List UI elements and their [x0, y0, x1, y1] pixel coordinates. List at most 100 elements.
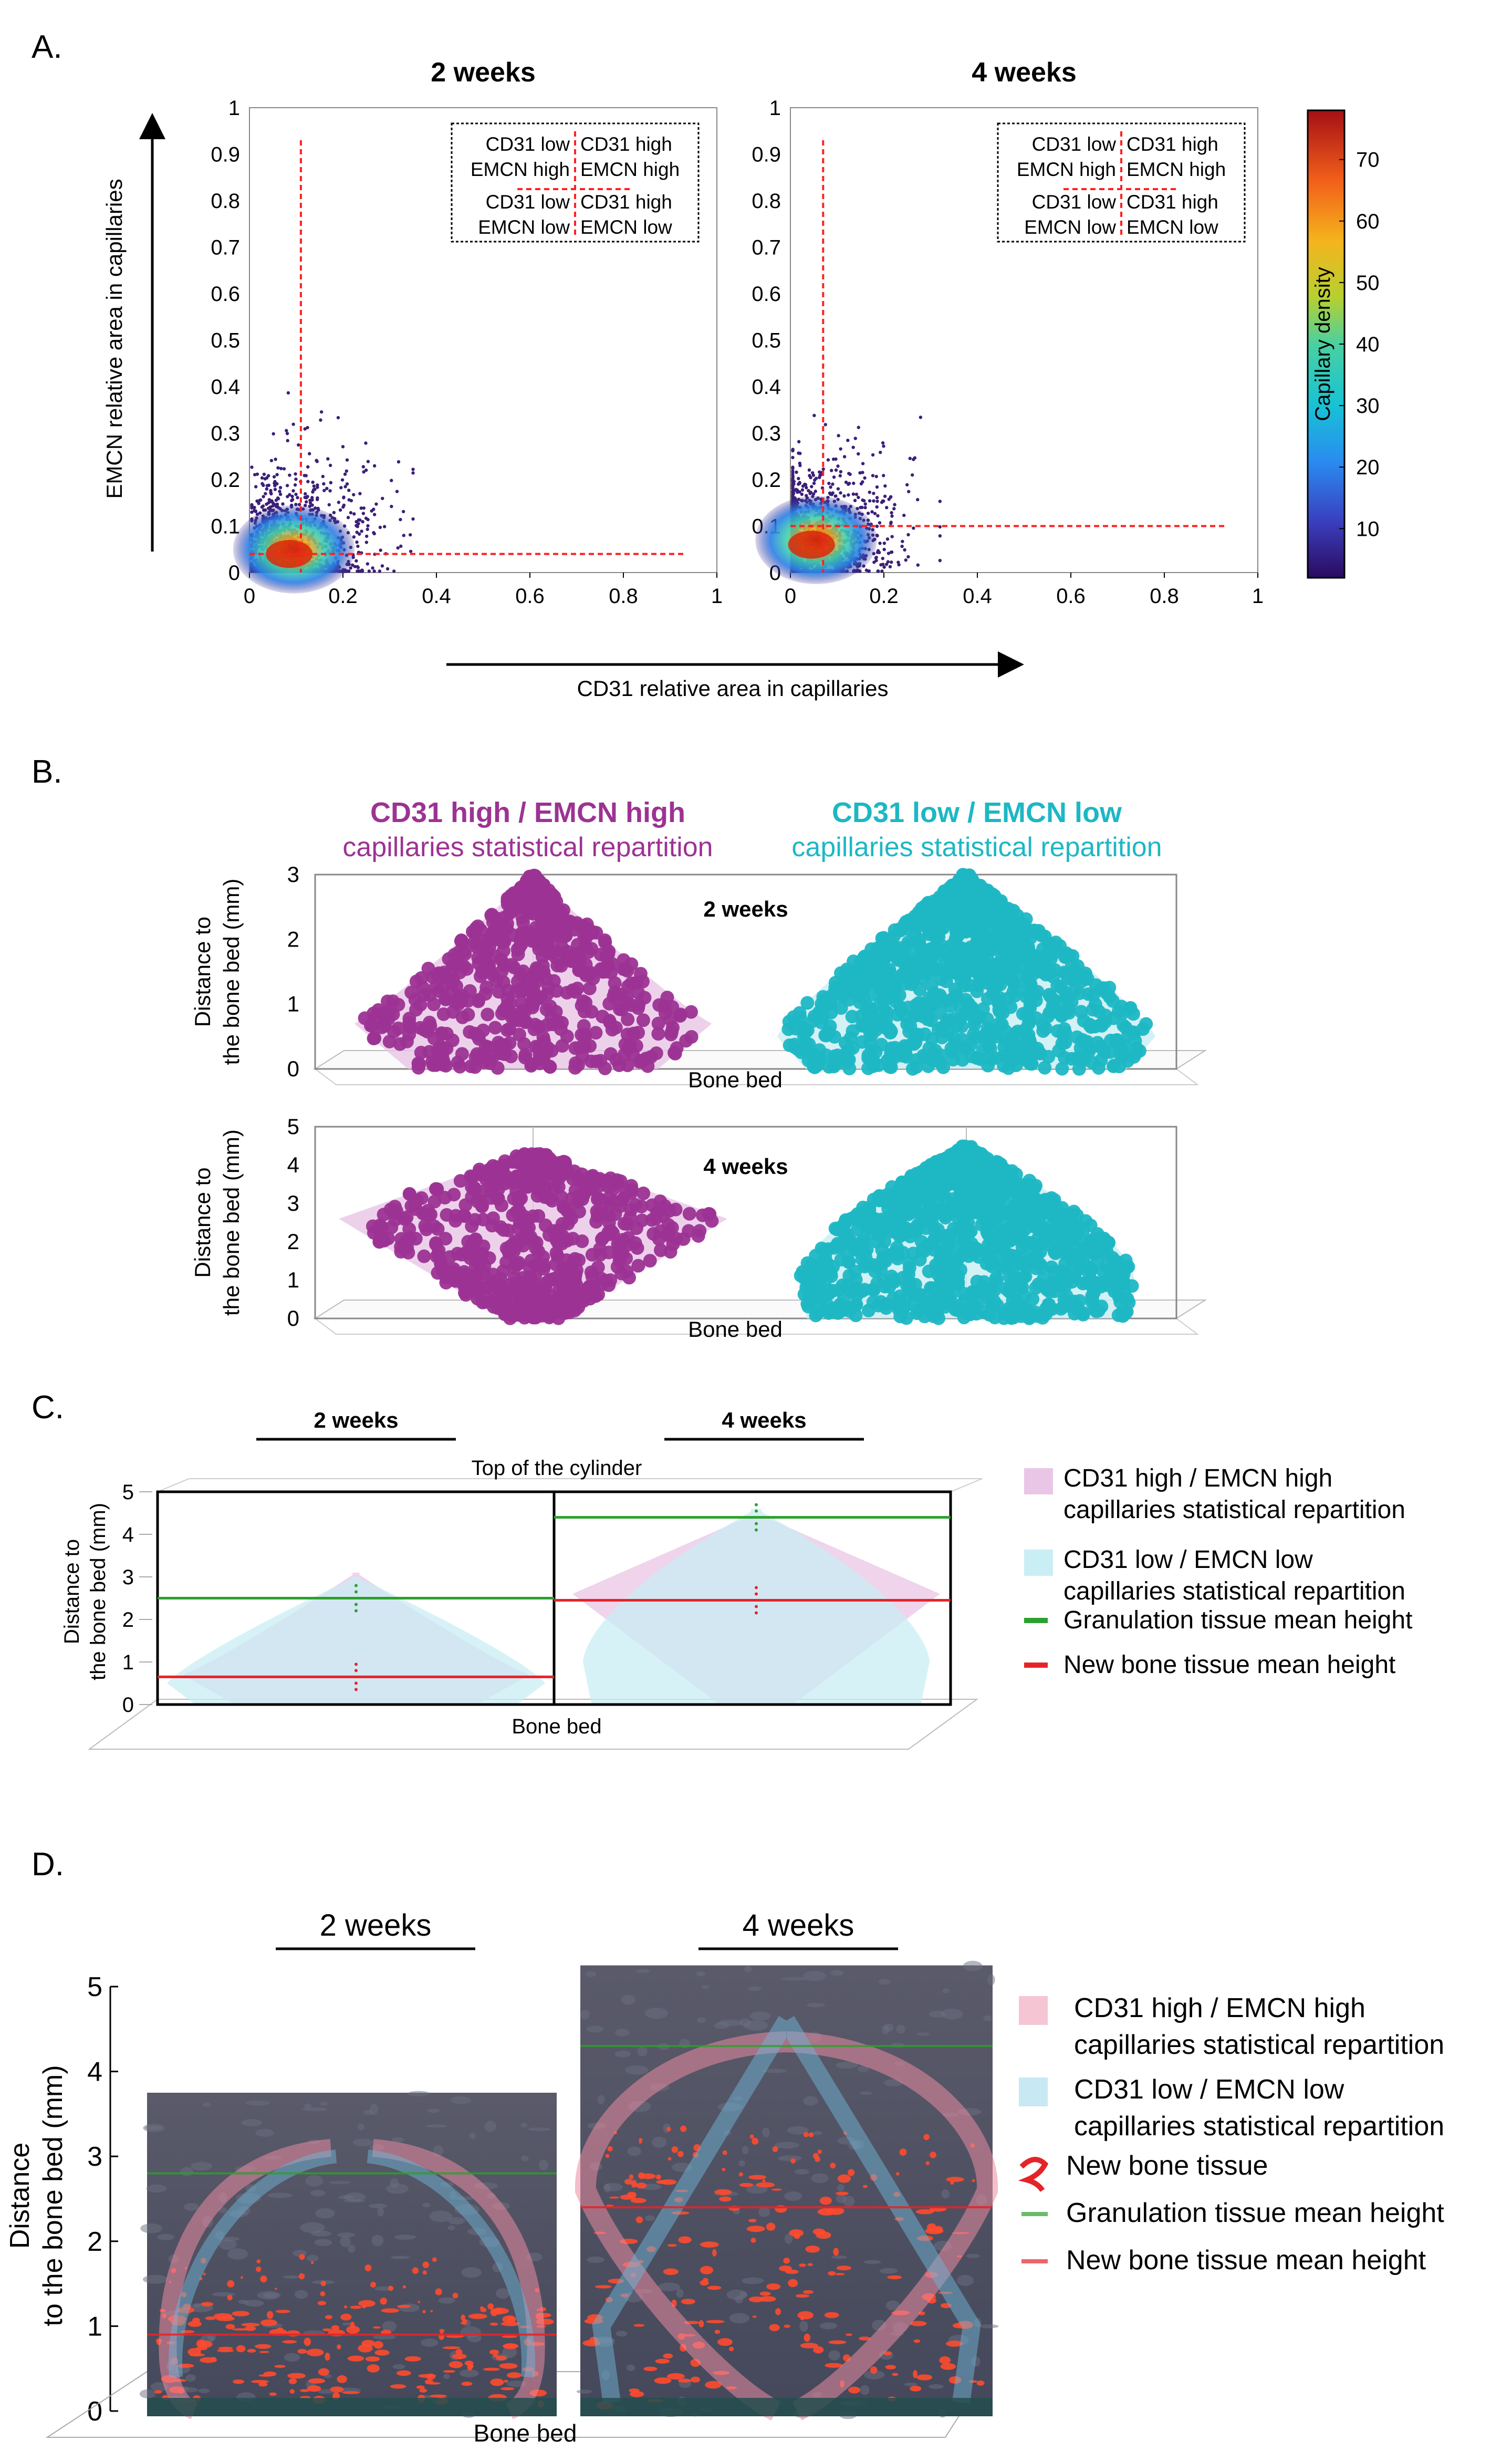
capillary-point [541, 939, 555, 953]
scatter-point [402, 510, 405, 513]
capillary-point [976, 901, 990, 915]
quadrant-legend-text: EMCN high [580, 159, 680, 180]
scatter-point [279, 493, 282, 496]
scatter-point [297, 443, 300, 446]
scatter-point [409, 533, 412, 536]
scatter-point [830, 493, 833, 496]
scatter-title: 4 weeks [972, 57, 1077, 88]
capillary-point [1139, 1017, 1153, 1031]
y-tick-label: 0.8 [211, 190, 240, 213]
scatter-point [791, 477, 794, 481]
scatter-point [341, 505, 345, 508]
capillary-point [992, 1003, 1006, 1016]
scatter-point [276, 466, 279, 469]
capillary-point [853, 961, 867, 974]
capillary-point [783, 1015, 796, 1028]
scatter-point [875, 496, 879, 499]
b-right-title-1: CD31 low / EMCN low [832, 797, 1122, 828]
capillary-point [846, 1010, 859, 1023]
scatter-point [919, 415, 922, 419]
capillary-point [513, 941, 526, 955]
scatter-point [798, 482, 801, 485]
scatter-point [287, 391, 290, 394]
capillary-point [965, 1050, 978, 1063]
capillary-point [968, 1018, 982, 1032]
capillary-point [829, 984, 842, 998]
scatter-point [842, 494, 846, 497]
scatter-point [878, 521, 881, 524]
capillary-point [596, 1010, 609, 1023]
scatter-point [290, 499, 293, 502]
scatter-point [286, 484, 289, 487]
scatter-point [374, 502, 378, 505]
scatter-point [854, 437, 857, 440]
scatter-point [254, 485, 257, 488]
scatter-point [882, 548, 885, 551]
scatter-point [364, 441, 367, 444]
scatter-point [861, 480, 864, 483]
capillary-point [922, 1042, 936, 1055]
scatter-point [399, 518, 402, 521]
scatter-point [306, 480, 309, 483]
scatter-point [325, 487, 328, 490]
capillary-point [410, 974, 423, 988]
scatter-point [791, 449, 794, 452]
scatter-point [362, 506, 366, 510]
scatter-point [863, 506, 867, 509]
b-y-tick-label: 0 [287, 1056, 299, 1081]
scatter-point [867, 569, 870, 573]
scatter-point [285, 429, 288, 432]
capillary-point [364, 1019, 378, 1032]
capillary-point [901, 958, 914, 972]
quadrant-legend-text: EMCN high [1127, 159, 1226, 180]
scatter-point [250, 465, 253, 469]
capillary-point [551, 924, 565, 938]
scatter-point [294, 472, 297, 475]
capillary-point [540, 988, 554, 1001]
scatter-point [316, 498, 319, 501]
scatter-point [358, 518, 361, 522]
scatter-point [328, 489, 331, 492]
scatter-point [892, 507, 895, 510]
scatter-point [885, 506, 888, 509]
scatter-point [390, 505, 393, 508]
scatter-point [887, 560, 890, 563]
capillary-point [895, 1004, 909, 1017]
scatter-point [253, 509, 256, 512]
scatter-point [822, 467, 825, 471]
scatter-point [259, 498, 262, 502]
scatter-point [907, 490, 910, 493]
scatter-point [283, 467, 286, 470]
scatter-point [871, 474, 874, 477]
capillary-point [586, 1248, 599, 1262]
scatter-point [832, 458, 835, 461]
scatter-point [270, 459, 273, 462]
capillary-point [876, 1017, 890, 1031]
capillary-point [1089, 998, 1102, 1011]
capillary-point [860, 1004, 873, 1017]
colorbar-tick-label: 60 [1356, 210, 1380, 233]
capillary-point [997, 1048, 1011, 1062]
capillary-point [1082, 1017, 1096, 1031]
scatter-point [939, 500, 942, 503]
scatter-point [876, 569, 879, 573]
quadrant-legend-text: CD31 high [1127, 133, 1218, 155]
cd31-high-emcn-high-violin [354, 869, 712, 1075]
scatter-point [873, 512, 877, 515]
scatter-ylabel: EMCN relative area in capillaries [102, 179, 127, 498]
scatter-point [853, 499, 857, 502]
capillary-point [1058, 1036, 1072, 1050]
y-tick-label: 0.6 [752, 283, 781, 306]
scatter-point [365, 541, 368, 544]
scatter-point [294, 493, 297, 496]
scatter-point [390, 479, 393, 482]
scatter-point [909, 457, 912, 460]
capillary-point [463, 1025, 476, 1039]
capillary-point [472, 957, 486, 970]
b-ylabel-1: Distance to [190, 1167, 215, 1277]
scatter-point [347, 516, 350, 519]
scatter-point [267, 501, 270, 504]
scatter-point [827, 458, 830, 461]
scatter-point [339, 486, 342, 489]
